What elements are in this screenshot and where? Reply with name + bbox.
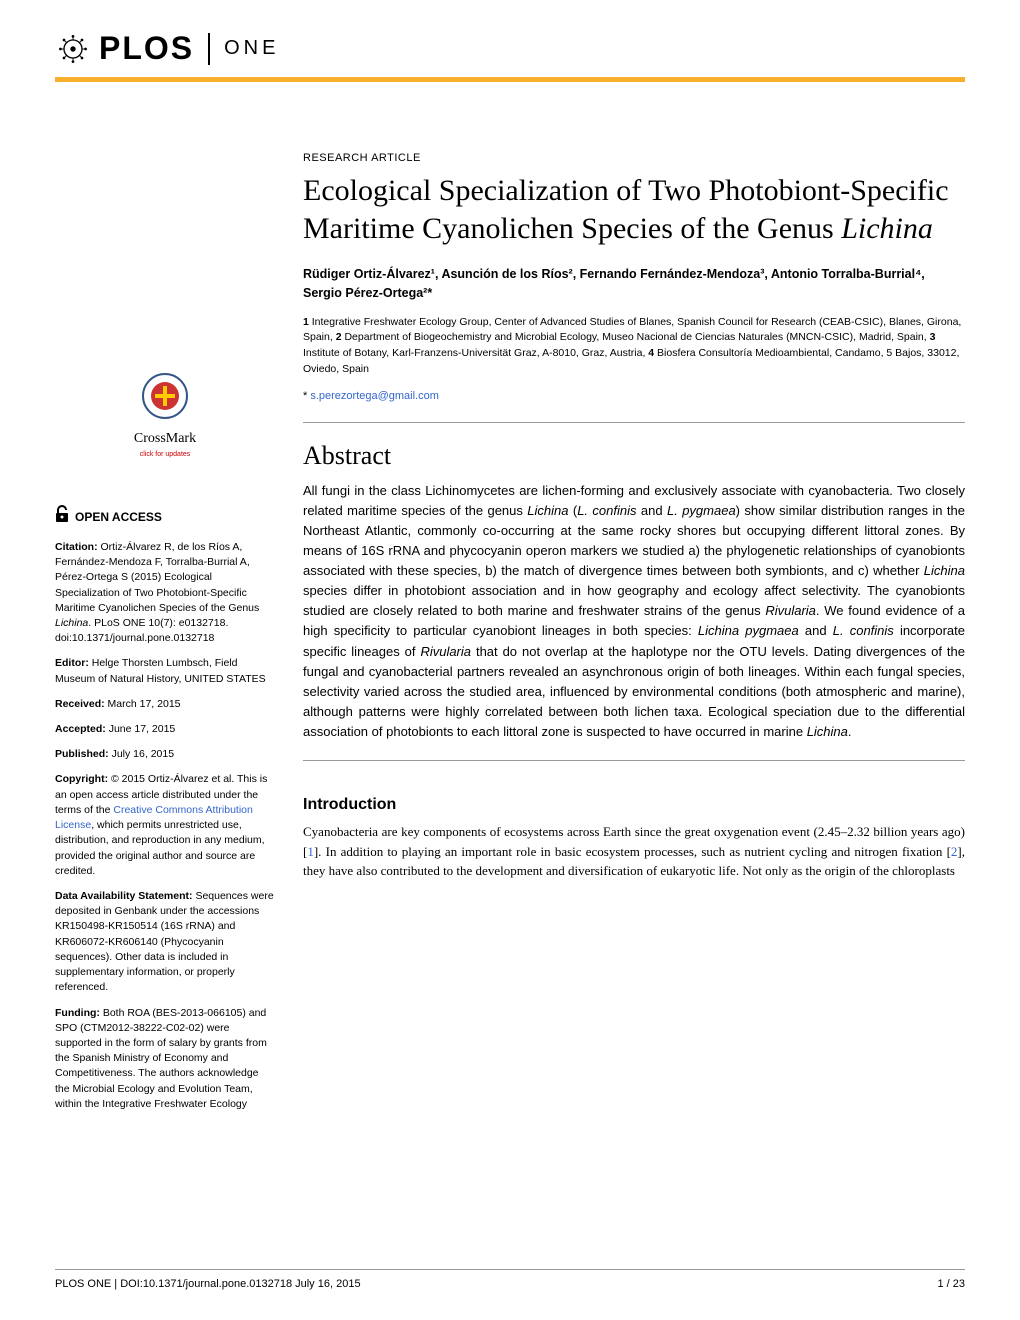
page-footer: PLOS ONE | DOI:10.1371/journal.pone.0132… [55,1269,965,1290]
received-section: Received: March 17, 2015 [55,697,275,712]
page-number: 1 / 23 [937,1278,965,1290]
authors: Rüdiger Ortiz-Álvarez¹, Asunción de los … [303,265,965,303]
plos-text: PLOS [99,30,194,67]
editor-section: Editor: Helge Thorsten Lumbsch, Field Mu… [55,656,275,686]
divider [303,760,965,761]
crossmark-sublabel: click for updates [55,450,275,460]
abstract-text: All fungi in the class Lichinomycetes ar… [303,481,965,743]
published-section: Published: July 16, 2015 [55,747,275,762]
funding-section: Funding: Both ROA (BES-2013-066105) and … [55,1006,275,1113]
divider [303,422,965,423]
copyright-section: Copyright: © 2015 Ortiz-Álvarez et al. T… [55,772,275,879]
journal-header: PLOS ONE [0,0,1020,77]
open-access-badge: OPEN ACCESS [55,505,275,530]
plos-logo: PLOS ONE [55,30,279,67]
one-text: ONE [224,37,279,60]
footer-citation: PLOS ONE | DOI:10.1371/journal.pone.0132… [55,1278,361,1290]
affiliations: 1 Integrative Freshwater Ecology Group, … [303,315,965,378]
corresponding-author: * s.perezortega@gmail.com [303,390,965,402]
corresponding-email[interactable]: s.perezortega@gmail.com [310,390,439,402]
open-access-icon [55,505,69,530]
article-title: Ecological Specialization of Two Photobi… [303,172,965,247]
introduction-heading: Introduction [303,796,965,814]
crossmark-label: CrossMark [55,429,275,449]
page-content: CrossMark click for updates OPEN ACCESS … [0,82,1020,1122]
open-access-text: OPEN ACCESS [75,509,162,526]
accepted-section: Accepted: June 17, 2015 [55,722,275,737]
citation-section: Citation: Ortiz-Álvarez R, de los Ríos A… [55,540,275,647]
data-availability-section: Data Availability Statement: Sequences w… [55,889,275,996]
article-type: RESEARCH ARTICLE [303,152,965,164]
introduction-text: Cyanobacteria are key components of ecos… [303,822,965,881]
abstract-heading: Abstract [303,441,965,471]
sidebar: CrossMark click for updates OPEN ACCESS … [55,152,275,1122]
crossmark-badge[interactable]: CrossMark click for updates [55,372,275,460]
crossmark-icon [141,372,189,420]
main-column: RESEARCH ARTICLE Ecological Specializati… [303,152,965,1122]
plos-circle-icon [55,31,91,67]
logo-divider [208,33,210,65]
